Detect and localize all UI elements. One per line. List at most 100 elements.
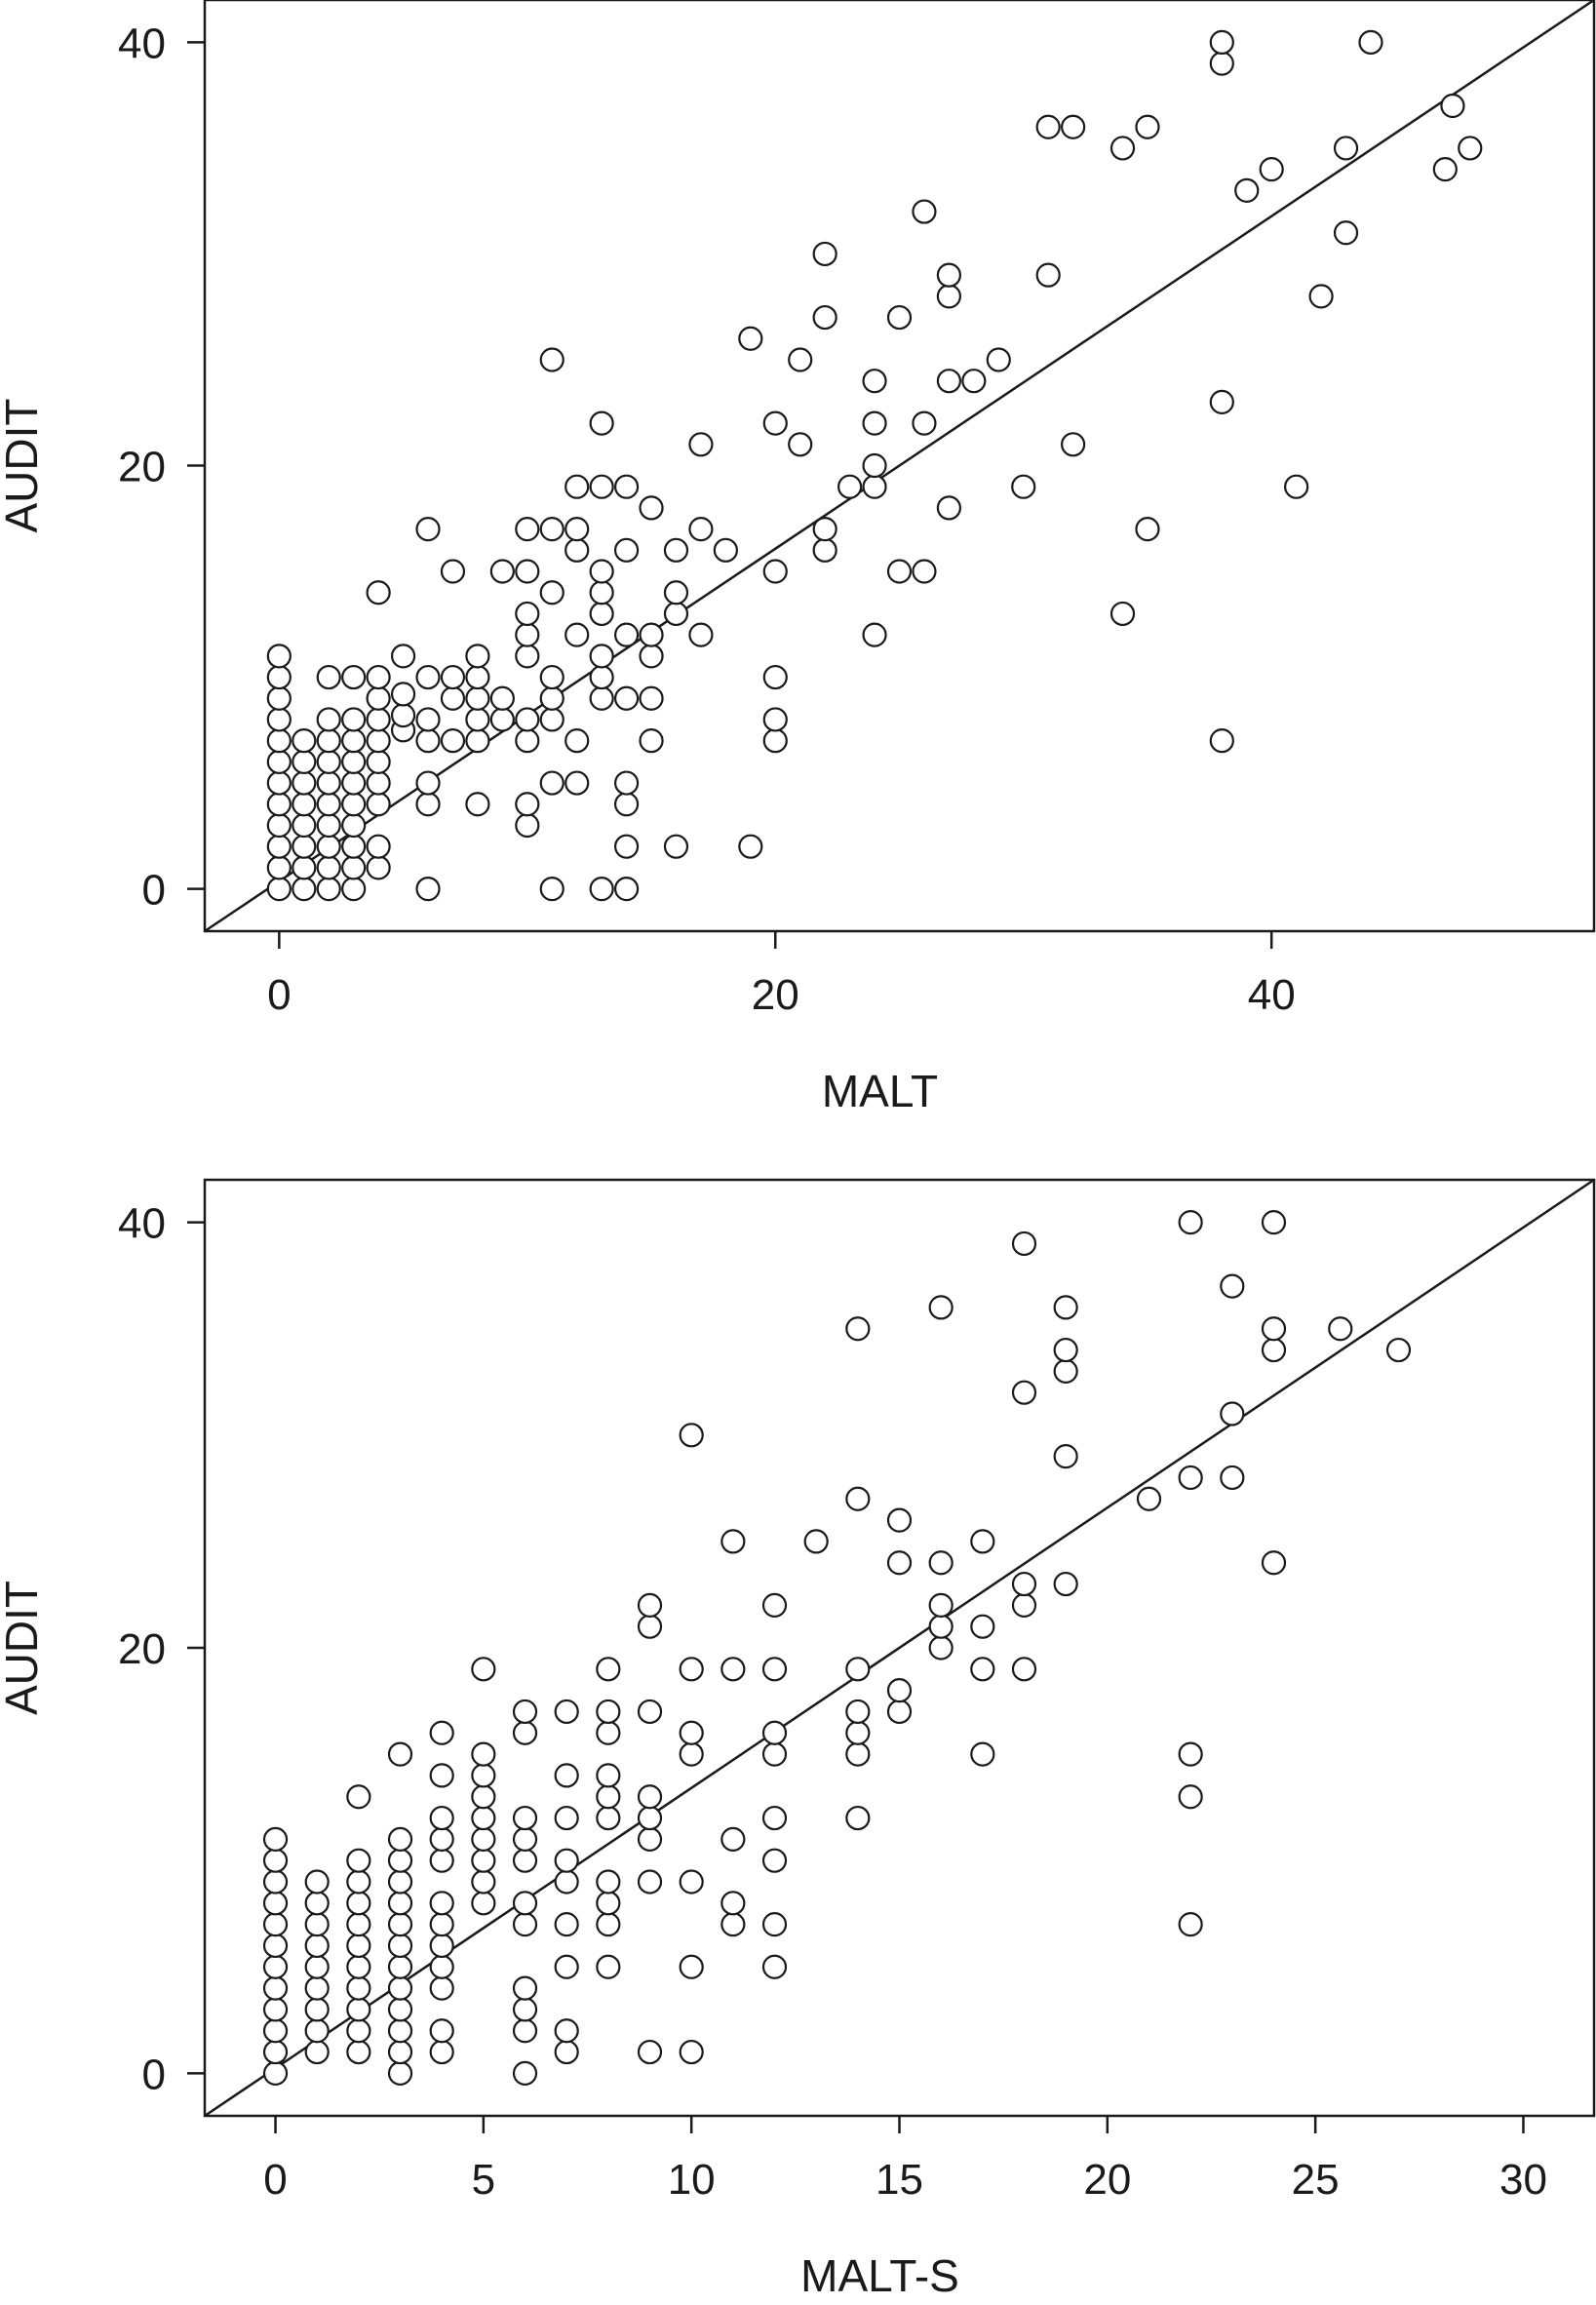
data-point (346, 1997, 371, 2022)
data-point (564, 537, 590, 563)
data-point (341, 876, 367, 902)
data-point (387, 1912, 413, 1937)
data-point (862, 452, 887, 479)
data-point (637, 1784, 663, 1810)
data-point (515, 728, 540, 754)
data-point (316, 707, 341, 732)
data-point (886, 559, 913, 584)
data-point (341, 834, 367, 859)
data-point (812, 537, 837, 563)
data-point (512, 1997, 538, 2022)
data-point (761, 1912, 788, 1937)
data-point (471, 1826, 496, 1852)
data-point (429, 1720, 454, 1745)
regression-line (204, 0, 1595, 933)
data-point (1011, 1657, 1037, 1682)
data-point (1234, 177, 1260, 203)
data-point (613, 792, 640, 817)
data-point (316, 749, 341, 774)
data-point (512, 1912, 538, 1937)
data-point (596, 1805, 621, 1831)
data-point (366, 834, 391, 859)
data-point (366, 770, 391, 796)
data-point (292, 728, 317, 754)
data-point (761, 1848, 788, 1873)
data-point (316, 876, 341, 902)
data-point (679, 1869, 704, 1895)
data-point (1061, 114, 1086, 139)
data-point (415, 728, 441, 754)
data-point (262, 1869, 289, 1895)
data-point (262, 1826, 289, 1852)
data-point (465, 685, 490, 711)
x-tick-label: 25 (1292, 2156, 1340, 2204)
data-point (812, 517, 837, 542)
data-point (304, 1954, 330, 1979)
data-point (489, 707, 515, 732)
data-point (346, 1954, 371, 1979)
data-point (539, 580, 564, 606)
data-point (266, 812, 292, 839)
data-point (387, 1869, 413, 1895)
data-point (539, 876, 564, 902)
data-point (512, 1891, 538, 1916)
data-point (262, 2039, 289, 2065)
data-point (912, 410, 937, 436)
data-point (262, 1954, 289, 1979)
data-point (262, 1997, 289, 2022)
data-point (341, 792, 367, 817)
data-point (554, 1848, 579, 1873)
data-point (554, 1912, 579, 1937)
data-point (387, 1997, 413, 2022)
data-point (589, 559, 614, 584)
data-point (341, 855, 367, 880)
data-point (986, 347, 1011, 372)
data-point (862, 474, 887, 499)
data-point (936, 284, 961, 309)
data-point (679, 1954, 704, 1979)
data-point (471, 1784, 496, 1810)
data-point (936, 262, 961, 288)
data-point (812, 241, 837, 267)
data-point (429, 1975, 454, 2001)
data-point (366, 707, 391, 732)
data-point (387, 1933, 413, 1959)
data-point (613, 685, 640, 711)
data-point (262, 1891, 289, 1916)
data-point (266, 876, 292, 902)
data-point (465, 644, 490, 669)
data-point (316, 792, 341, 817)
data-point (415, 792, 441, 817)
data-point (1440, 93, 1465, 119)
data-point (515, 622, 540, 647)
data-point (637, 1805, 663, 1831)
data-point (387, 1954, 413, 1979)
data-point (304, 1997, 330, 2022)
data-point (762, 707, 788, 732)
data-point (837, 474, 863, 499)
data-point (429, 1954, 454, 1979)
data-point (738, 834, 763, 859)
data-point (316, 728, 341, 754)
data-point (637, 1869, 663, 1895)
data-point (292, 812, 317, 839)
data-point (304, 2018, 330, 2044)
data-point (465, 792, 490, 817)
data-point (613, 622, 640, 647)
data-point (366, 855, 391, 880)
data-point (928, 1295, 954, 1320)
data-point (886, 1699, 913, 1725)
y-axis-title: AUDIT (0, 1581, 47, 1715)
data-point (720, 1826, 746, 1852)
data-point (1385, 1337, 1412, 1363)
data-point (387, 1741, 413, 1767)
data-point (613, 770, 640, 796)
data-point (266, 834, 292, 859)
data-point (845, 1657, 871, 1682)
data-point (1035, 114, 1061, 139)
data-point (429, 1826, 454, 1852)
data-point (1261, 1337, 1287, 1363)
data-point (304, 2039, 330, 2065)
data-point (471, 1869, 496, 1895)
